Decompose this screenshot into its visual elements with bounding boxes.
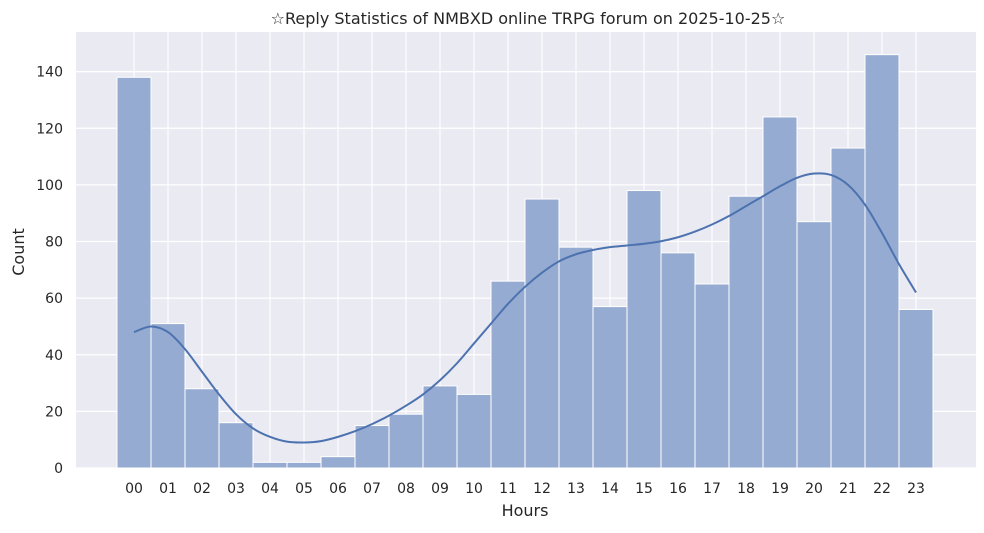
x-tick-label: 07 [363,481,381,497]
bar-hour-08 [388,413,424,469]
bar-hour-13 [558,246,594,469]
chart-title: ☆Reply Statistics of NMBXD online TRPG f… [271,9,786,28]
bar-hour-15 [626,190,662,469]
x-tick-label: 20 [805,481,823,497]
y-tick-label: 100 [36,178,63,194]
bar-hour-04 [252,461,288,469]
x-tick-label: 13 [567,481,585,497]
x-tick-label: 05 [295,481,313,497]
bar-hour-00 [116,76,152,469]
y-tick-labels: 0 20 40 60 80 100 120 140 [36,65,63,477]
bar-hour-18 [728,195,764,469]
x-tick-label: 16 [669,481,687,497]
y-tick-label: 80 [45,235,63,251]
y-tick-label: 20 [45,404,63,420]
bar-hour-17 [694,283,730,469]
x-tick-label: 08 [397,481,415,497]
x-tick-label: 03 [227,481,245,497]
bar-hour-06 [320,456,356,469]
bar-hour-12 [524,198,560,469]
y-tick-label: 60 [45,291,63,307]
bar-hour-10 [456,393,492,469]
y-axis-label: Count [9,228,28,276]
bar-hour-14 [592,306,628,469]
bar-hour-03 [218,422,254,469]
x-tick-label: 10 [465,481,483,497]
x-tick-label: 04 [261,481,279,497]
x-axis-label: Hours [502,501,549,520]
x-tick-label: 09 [431,481,449,497]
bar-hour-16 [660,252,696,469]
bar-hour-20 [796,221,832,469]
bar-hour-11 [490,280,526,469]
y-tick-label: 0 [54,461,63,477]
bar-hour-07 [354,425,390,469]
bar-hour-21 [830,147,866,469]
x-tick-label: 01 [159,481,177,497]
y-tick-label: 120 [36,121,63,137]
bar-hour-05 [286,461,322,469]
bar-hour-23 [898,308,934,469]
bar-hour-19 [762,116,798,469]
bar-hour-22 [864,54,900,469]
x-tick-label: 23 [907,481,925,497]
x-tick-label: 14 [601,481,619,497]
y-tick-label: 140 [36,65,63,81]
x-tick-label: 11 [499,481,517,497]
x-tick-label: 12 [533,481,551,497]
bar-hour-02 [184,388,220,469]
x-tick-label: 00 [125,481,143,497]
x-tick-label: 22 [873,481,891,497]
bar-hour-01 [150,323,186,469]
bar-hour-09 [422,385,458,469]
x-tick-label: 21 [839,481,857,497]
kde-curve [133,172,917,444]
x-tick-label: 15 [635,481,653,497]
bars [116,54,934,469]
x-tick-labels: 00 01 02 03 04 05 06 07 08 09 10 11 12 13 14 15 16 17 18 19… [125,481,925,497]
x-tick-label: 02 [193,481,211,497]
x-tick-label: 19 [771,481,789,497]
x-tick-label: 17 [703,481,721,497]
y-tick-label: 40 [45,348,63,364]
x-tick-label: 06 [329,481,347,497]
x-tick-label: 18 [737,481,755,497]
